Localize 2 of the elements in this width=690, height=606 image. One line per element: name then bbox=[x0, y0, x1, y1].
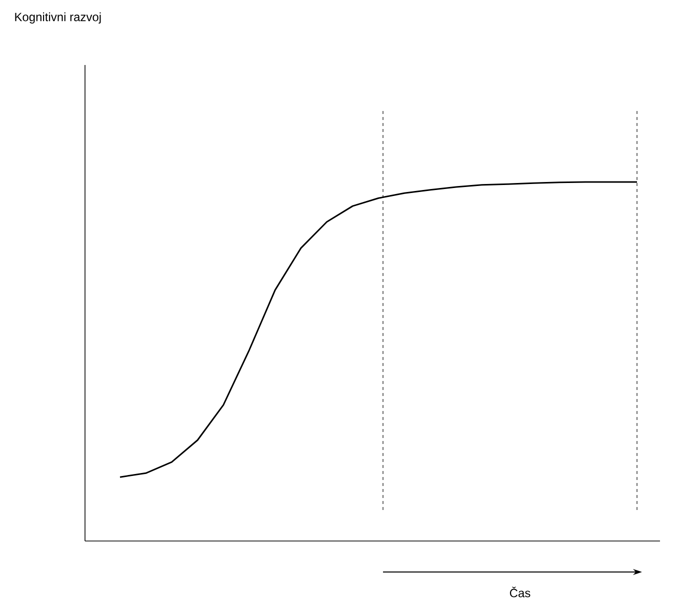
text: Kognitivni razvoj bbox=[15, 12, 101, 24]
x-axis-title: Čas bbox=[510, 586, 530, 598]
